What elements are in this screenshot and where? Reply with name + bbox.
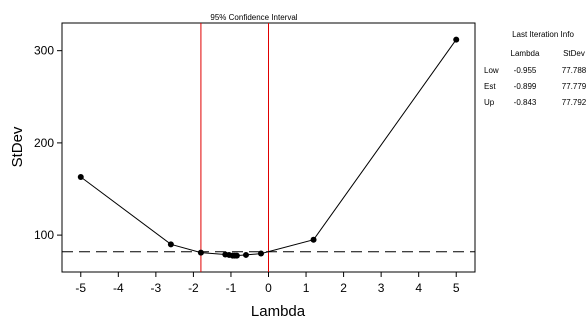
y-tick-label: 300 <box>34 44 54 58</box>
data-point <box>257 250 264 257</box>
x-tick-label: 2 <box>340 281 347 295</box>
x-tick-label: -4 <box>113 281 124 295</box>
x-tick-label: -1 <box>226 281 237 295</box>
x-tick-label: 5 <box>453 281 460 295</box>
info-header-lambda: Lambda <box>511 49 540 58</box>
info-row-lambda: -0.843 <box>514 98 537 107</box>
info-row-lambda: -0.955 <box>514 66 537 75</box>
x-tick-label: -5 <box>75 281 86 295</box>
info-row-stdev: 77.792 <box>562 98 587 107</box>
info-row-label: Up <box>484 98 495 107</box>
info-row-stdev: 77.788 <box>562 66 587 75</box>
info-row-lambda: -0.899 <box>514 82 537 91</box>
x-tick-label: 1 <box>303 281 310 295</box>
data-point <box>77 174 84 181</box>
info-table: Last Iteration Info Lambda StDev Low -0.… <box>484 30 587 107</box>
x-tick-label: 4 <box>415 281 422 295</box>
y-tick-label: 200 <box>34 136 54 150</box>
info-row-label: Est <box>484 82 496 91</box>
x-axis-title: Lambda <box>251 303 306 320</box>
data-point <box>233 252 240 259</box>
ci-title: 95% Confidence Interval <box>210 13 297 22</box>
data-point <box>453 36 460 43</box>
x-tick-label: 0 <box>265 281 272 295</box>
info-header-stdev: StDev <box>563 49 585 58</box>
y-tick-label: 100 <box>34 228 54 242</box>
x-tick-label: -2 <box>188 281 199 295</box>
info-row-stdev: 77.779 <box>562 82 587 91</box>
data-point <box>310 236 317 243</box>
data-point <box>197 249 204 256</box>
x-tick-label: 3 <box>378 281 385 295</box>
y-axis-title: StDev <box>9 126 26 167</box>
x-tick-label: -3 <box>151 281 162 295</box>
data-point <box>242 251 249 258</box>
info-row-label: Low <box>484 66 499 75</box>
info-title: Last Iteration Info <box>512 30 574 39</box>
data-point <box>167 241 174 248</box>
